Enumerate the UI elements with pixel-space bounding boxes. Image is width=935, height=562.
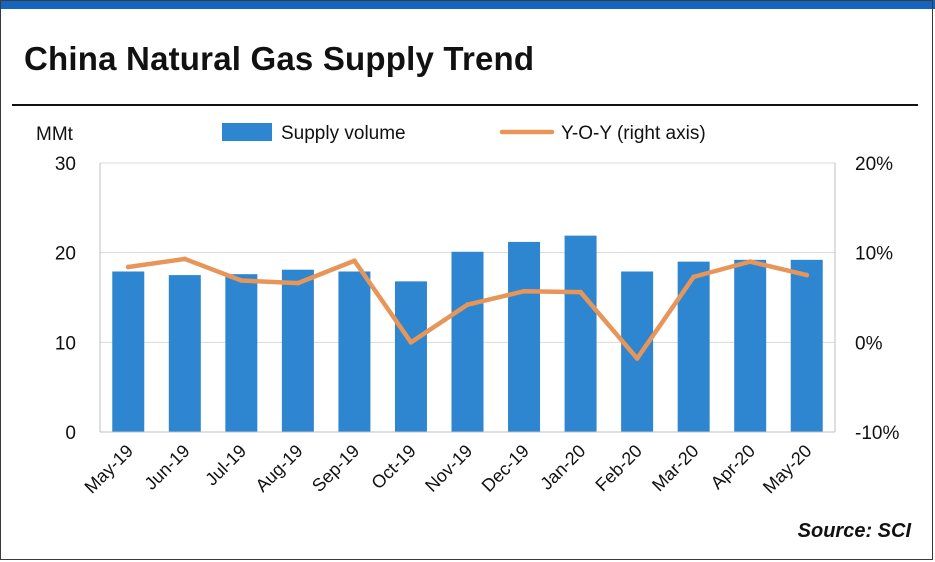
y2-tick-label: 20% [855, 154, 893, 175]
x-tick-label: Sep-19 [308, 441, 363, 496]
yoy-point [182, 256, 188, 262]
x-tick-label: Apr-20 [707, 441, 759, 493]
bar [508, 241, 541, 432]
yoy-point [125, 264, 131, 270]
bar [621, 271, 654, 432]
y-tick-label: 10 [55, 333, 76, 354]
title-divider [12, 104, 918, 106]
y2-tick-label: -10% [855, 423, 899, 444]
y-axis-label: MMt [36, 124, 74, 145]
bar [564, 235, 597, 432]
yoy-point [352, 258, 357, 264]
x-tick-label: Jan-20 [536, 441, 589, 494]
legend-swatch-supply-volume [222, 123, 272, 141]
yoy-point [804, 272, 810, 278]
bar [168, 275, 201, 432]
legend-label-yoy: Y-O-Y (right axis) [561, 123, 706, 144]
x-tick-label: Dec-19 [478, 441, 533, 496]
x-tick-label: Aug-19 [252, 441, 307, 496]
yoy-point [634, 356, 640, 361]
yoy-point [521, 288, 527, 294]
bar [734, 259, 767, 432]
bar [112, 271, 145, 432]
bar-series-supply-volume [112, 235, 823, 432]
bar [338, 271, 371, 432]
line-series-yoy [125, 256, 810, 361]
y2-tick-label: 10% [855, 244, 893, 265]
bar [281, 269, 314, 432]
source-note: Source: SCI [797, 520, 911, 542]
x-tick-label: Jul-19 [201, 441, 250, 490]
yoy-point [578, 289, 583, 295]
bar [225, 274, 258, 432]
x-tick-label: Nov-19 [421, 441, 476, 496]
x-tick-label: May-20 [759, 441, 816, 498]
yoy-point [238, 278, 244, 283]
y-tick-label: 30 [55, 154, 76, 175]
x-tick-label: Jun-19 [141, 441, 194, 494]
yoy-point [408, 339, 414, 345]
top-accent-bar [0, 0, 935, 9]
x-tick-label: Oct-19 [367, 441, 419, 493]
yoy-point [295, 280, 301, 286]
y-tick-label: 0 [65, 423, 76, 444]
page-title: China Natural Gas Supply Trend [24, 40, 535, 77]
x-tick-label: Mar-20 [648, 441, 702, 495]
bar [677, 261, 710, 432]
yoy-point [747, 259, 753, 265]
yoy-point [465, 302, 470, 308]
yoy-point [691, 274, 697, 280]
bar [790, 259, 823, 432]
y2-tick-label: 0% [855, 333, 883, 354]
bar [451, 251, 484, 432]
legend-label-supply-volume: Supply volume [281, 123, 406, 144]
legend: Supply volume Y-O-Y (right axis) [222, 123, 706, 144]
bar [394, 281, 427, 432]
x-tick-label: Feb-20 [591, 441, 645, 495]
y-tick-label: 20 [55, 244, 76, 265]
x-tick-label: May-19 [81, 441, 138, 498]
